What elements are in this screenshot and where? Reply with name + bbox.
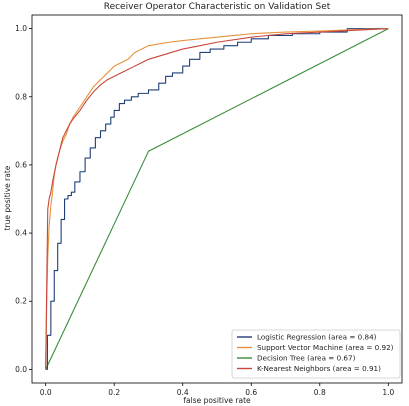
series-layer [45, 28, 389, 370]
legend-entry: Decision Tree (area = 0.67) [257, 354, 356, 363]
x-tick-label: 0.6 [245, 388, 257, 397]
legend-box [231, 329, 401, 379]
legend-entry: Support Vector Machine (area = 0.92) [257, 343, 394, 352]
y-tick-label: 0.6 [15, 160, 27, 169]
roc-curve-support-vector-machine [45, 28, 389, 370]
roc-curve-logistic-regression [45, 28, 389, 370]
x-tick-label: 0.2 [108, 388, 120, 397]
roc-curve-decision-tree [45, 28, 389, 370]
x-tick-label: 0.8 [314, 388, 326, 397]
y-tick-label: 0.4 [15, 229, 27, 238]
legend-entry: K-Nearest Neighbors (area = 0.91) [257, 364, 381, 373]
y-tick-label: 1.0 [15, 24, 27, 33]
x-axis-label: false positive rate [183, 396, 251, 405]
legend: Logistic Regression (area = 0.84)Support… [231, 329, 401, 379]
x-tick-label: 0.4 [177, 388, 189, 397]
chart-title: Receiver Operator Characteristic on Vali… [104, 2, 331, 12]
x-axis-ticks: 0.0 0.2 0.4 0.6 0.8 1.0 [40, 383, 394, 397]
y-axis-label: true positive rate [3, 165, 12, 230]
y-tick-label: 0.2 [15, 297, 27, 306]
y-tick-label: 0.8 [15, 92, 27, 101]
y-tick-label: 0.0 [15, 365, 27, 374]
legend-entry: Logistic Regression (area = 0.84) [257, 333, 377, 342]
x-tick-label: 0.0 [40, 388, 52, 397]
y-axis-ticks: 0.0 0.2 0.4 0.6 0.8 1.0 [15, 24, 32, 374]
x-tick-label: 1.0 [382, 388, 394, 397]
plot-frame [31, 14, 403, 384]
roc-curve-k-nearest-neighbors [45, 28, 389, 370]
